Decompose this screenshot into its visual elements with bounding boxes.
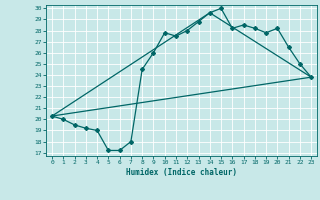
X-axis label: Humidex (Indice chaleur): Humidex (Indice chaleur): [126, 168, 237, 177]
